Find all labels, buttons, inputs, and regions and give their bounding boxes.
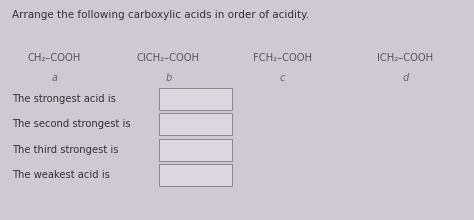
Text: d: d — [402, 73, 409, 83]
FancyBboxPatch shape — [159, 113, 232, 135]
Text: ClCH₂–COOH: ClCH₂–COOH — [137, 53, 200, 63]
Text: CH₂–COOH: CH₂–COOH — [28, 53, 81, 63]
FancyBboxPatch shape — [159, 88, 232, 110]
Text: ICH₂–COOH: ICH₂–COOH — [377, 53, 433, 63]
FancyBboxPatch shape — [159, 164, 232, 186]
Text: FCH₂–COOH: FCH₂–COOH — [253, 53, 311, 63]
Text: Arrange the following carboxylic acids in order of acidity.: Arrange the following carboxylic acids i… — [12, 10, 309, 20]
Text: The third strongest is: The third strongest is — [12, 145, 118, 155]
Text: The strongest acid is: The strongest acid is — [12, 94, 116, 104]
FancyBboxPatch shape — [159, 139, 232, 161]
Text: a: a — [52, 73, 57, 83]
Text: The second strongest is: The second strongest is — [12, 119, 130, 129]
Text: b: b — [165, 73, 172, 83]
Text: c: c — [279, 73, 285, 83]
Text: The weakest acid is: The weakest acid is — [12, 170, 109, 180]
